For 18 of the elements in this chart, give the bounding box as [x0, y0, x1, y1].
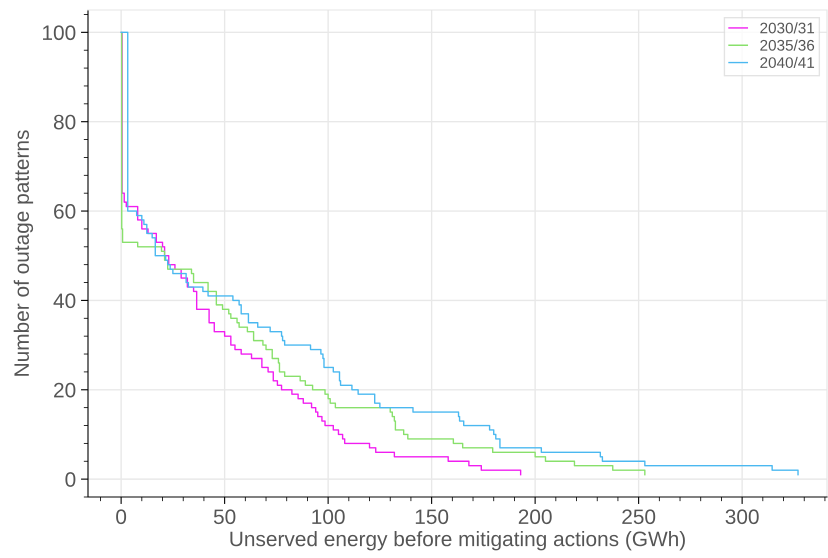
x-tick-label: 300: [726, 509, 759, 524]
x-tick-label: 0: [116, 509, 126, 524]
legend-label: 2035/36: [760, 40, 814, 51]
x-tick-label: 50: [214, 509, 236, 524]
x-tick-label: 250: [622, 509, 656, 524]
x-tick-label: 100: [312, 509, 345, 524]
legend-label: 2030/31: [760, 22, 814, 34]
y-tick-label: 80: [54, 114, 76, 130]
legend-label: 2040/41: [760, 56, 814, 68]
y-tick-label: 60: [54, 204, 76, 219]
y-tick-label: 100: [43, 25, 76, 40]
y-tick-label: 20: [54, 382, 76, 398]
y-tick-label: 40: [54, 293, 76, 308]
x-axis-title: Unserved energy before mitigating actions (GWh): [230, 531, 685, 550]
x-tick-label: 200: [518, 509, 552, 524]
y-axis-title: Number of outage patterns: [14, 130, 34, 376]
y-tick-label: 0: [65, 472, 76, 487]
x-tick-label: 150: [416, 509, 448, 524]
